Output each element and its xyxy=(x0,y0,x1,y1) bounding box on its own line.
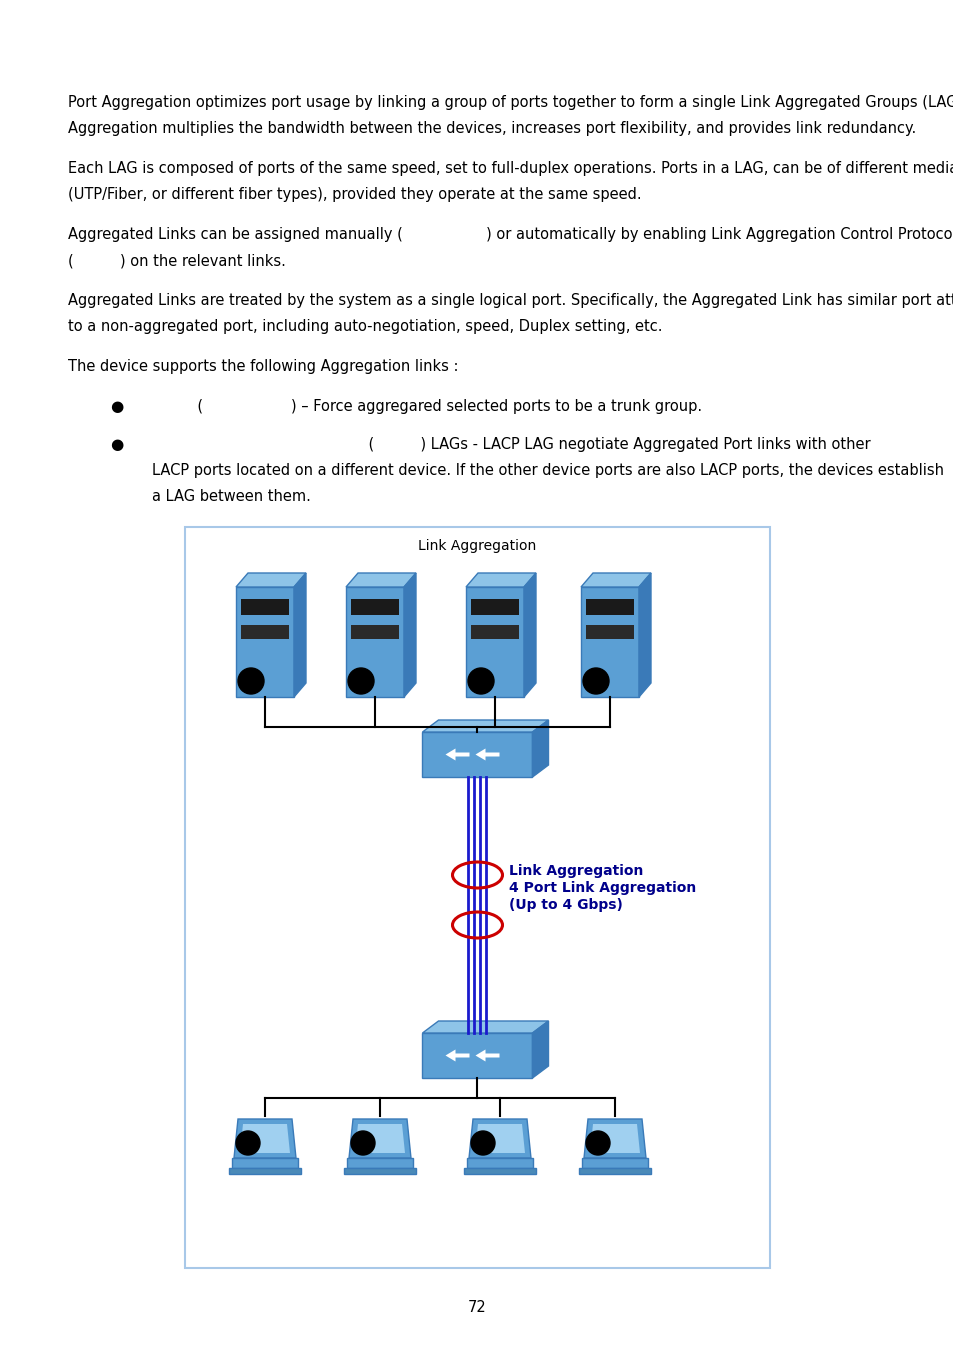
Circle shape xyxy=(585,1131,609,1156)
Text: a LAG between them.: a LAG between them. xyxy=(152,489,311,504)
Polygon shape xyxy=(235,572,306,587)
Polygon shape xyxy=(639,572,650,697)
Text: (          ) LAGs - LACP LAG negotiate Aggregated Port links with other: ( ) LAGs - LACP LAG negotiate Aggregated… xyxy=(128,437,870,452)
FancyBboxPatch shape xyxy=(235,587,294,697)
FancyBboxPatch shape xyxy=(471,625,518,639)
Polygon shape xyxy=(580,572,650,587)
Polygon shape xyxy=(240,1125,290,1153)
Polygon shape xyxy=(445,1049,469,1061)
Polygon shape xyxy=(475,1125,524,1153)
Polygon shape xyxy=(422,720,548,732)
Polygon shape xyxy=(403,572,416,697)
Polygon shape xyxy=(346,572,416,587)
Text: 72: 72 xyxy=(467,1300,486,1315)
Text: Aggregated Links are treated by the system as a single logical port. Specificall: Aggregated Links are treated by the syst… xyxy=(68,293,953,308)
FancyBboxPatch shape xyxy=(344,1168,416,1174)
FancyBboxPatch shape xyxy=(229,1168,301,1174)
Text: 1: 1 xyxy=(244,1138,252,1148)
Text: 4: 4 xyxy=(594,1138,601,1148)
Text: 4: 4 xyxy=(591,675,599,687)
FancyBboxPatch shape xyxy=(585,625,634,639)
Text: ●: ● xyxy=(110,437,123,452)
Text: Link Aggregation: Link Aggregation xyxy=(418,539,536,553)
FancyBboxPatch shape xyxy=(463,1168,536,1174)
Polygon shape xyxy=(532,1021,548,1079)
FancyBboxPatch shape xyxy=(581,1158,647,1168)
Circle shape xyxy=(237,668,264,694)
Text: (UTP/Fiber, or different fiber types), provided they operate at the same speed.: (UTP/Fiber, or different fiber types), p… xyxy=(68,188,641,202)
Text: Aggregated Links can be assigned manually (                  ) or automatically : Aggregated Links can be assigned manuall… xyxy=(68,227,953,242)
FancyBboxPatch shape xyxy=(580,587,639,697)
FancyBboxPatch shape xyxy=(585,599,634,616)
Polygon shape xyxy=(422,1021,548,1033)
FancyBboxPatch shape xyxy=(578,1168,650,1174)
Text: ●: ● xyxy=(110,400,123,414)
FancyBboxPatch shape xyxy=(467,1158,533,1168)
Polygon shape xyxy=(349,1119,411,1158)
FancyBboxPatch shape xyxy=(347,1158,413,1168)
FancyBboxPatch shape xyxy=(241,599,289,616)
Polygon shape xyxy=(355,1125,405,1153)
Polygon shape xyxy=(589,1125,639,1153)
Text: LACP ports located on a different device. If the other device ports are also LAC: LACP ports located on a different device… xyxy=(152,463,943,478)
Polygon shape xyxy=(532,720,548,778)
FancyBboxPatch shape xyxy=(232,1158,297,1168)
FancyBboxPatch shape xyxy=(471,599,518,616)
FancyBboxPatch shape xyxy=(185,526,769,1268)
Circle shape xyxy=(468,668,494,694)
Circle shape xyxy=(351,1131,375,1156)
Text: 2: 2 xyxy=(356,675,365,687)
Circle shape xyxy=(582,668,608,694)
Text: Port Aggregation optimizes port usage by linking a group of ports together to fo: Port Aggregation optimizes port usage by… xyxy=(68,95,953,109)
Polygon shape xyxy=(445,748,469,760)
Text: 3: 3 xyxy=(476,675,484,687)
Polygon shape xyxy=(469,1119,531,1158)
Text: Link Aggregation: Link Aggregation xyxy=(509,864,643,878)
Circle shape xyxy=(235,1131,260,1156)
Text: (Up to 4 Gbps): (Up to 4 Gbps) xyxy=(509,898,622,913)
Text: to a non-aggregated port, including auto-negotiation, speed, Duplex setting, etc: to a non-aggregated port, including auto… xyxy=(68,319,661,333)
Polygon shape xyxy=(233,1119,295,1158)
Polygon shape xyxy=(465,572,536,587)
Text: (          ) on the relevant links.: ( ) on the relevant links. xyxy=(68,252,286,269)
Text: 3: 3 xyxy=(478,1138,486,1148)
FancyBboxPatch shape xyxy=(465,587,523,697)
Polygon shape xyxy=(583,1119,645,1158)
Circle shape xyxy=(471,1131,495,1156)
Polygon shape xyxy=(475,748,499,760)
Text: (                   ) – Force aggregared selected ports to be a trunk group.: ( ) – Force aggregared selected ports to… xyxy=(128,400,701,414)
Text: Aggregation multiplies the bandwidth between the devices, increases port flexibi: Aggregation multiplies the bandwidth bet… xyxy=(68,122,915,136)
Text: The device supports the following Aggregation links :: The device supports the following Aggreg… xyxy=(68,359,458,374)
Polygon shape xyxy=(475,1049,499,1061)
FancyBboxPatch shape xyxy=(241,625,289,639)
FancyBboxPatch shape xyxy=(422,1033,532,1079)
Polygon shape xyxy=(294,572,306,697)
Text: Each LAG is composed of ports of the same speed, set to full-duplex operations. : Each LAG is composed of ports of the sam… xyxy=(68,161,953,176)
FancyBboxPatch shape xyxy=(351,599,398,616)
Circle shape xyxy=(348,668,374,694)
FancyBboxPatch shape xyxy=(346,587,403,697)
Polygon shape xyxy=(523,572,536,697)
FancyBboxPatch shape xyxy=(351,625,398,639)
Text: 4 Port Link Aggregation: 4 Port Link Aggregation xyxy=(509,882,696,895)
Text: 1: 1 xyxy=(247,675,254,687)
Text: 2: 2 xyxy=(358,1138,367,1148)
FancyBboxPatch shape xyxy=(422,732,532,778)
